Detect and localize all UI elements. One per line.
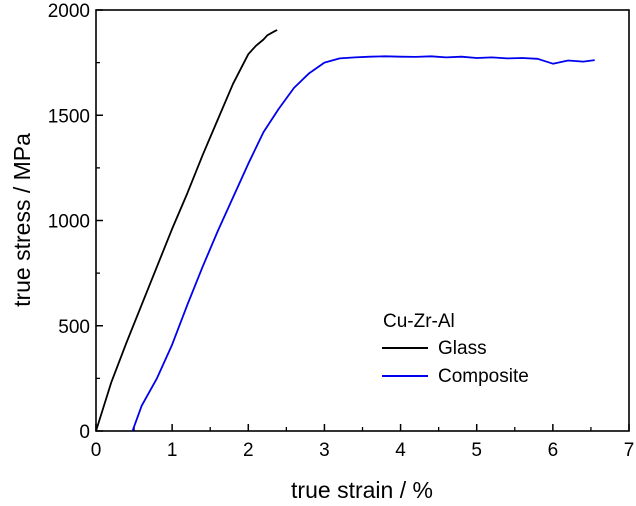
y-tick-label: 1500 (48, 106, 90, 127)
x-tick-label: 3 (319, 440, 330, 461)
x-tick-label: 2 (243, 440, 254, 461)
series-line-glass (95, 29, 278, 432)
x-tick-label: 1 (167, 440, 178, 461)
legend-label-glass: Glass (438, 338, 487, 359)
y-axis-title: true stress / MPa (9, 133, 35, 307)
legend: Cu-Zr-Al Glass Composite (382, 311, 529, 387)
legend-label-composite: Composite (438, 366, 529, 387)
x-axis-title: true strain / % (291, 477, 433, 503)
series-line-composite (131, 55, 595, 432)
axis-ticks (95, 9, 630, 432)
y-tick-label: 2000 (48, 1, 90, 22)
x-tick-label: 0 (91, 440, 102, 461)
axis-tick-labels: 0 1 2 3 4 5 6 7 0 500 1000 1500 2000 (48, 1, 635, 461)
y-tick-label: 1000 (48, 212, 90, 233)
x-tick-label: 5 (471, 440, 482, 461)
series-layer (95, 29, 595, 432)
x-tick-label: 7 (624, 440, 635, 461)
x-tick-label: 6 (548, 440, 559, 461)
legend-title: Cu-Zr-Al (383, 311, 455, 332)
y-tick-label: 500 (58, 317, 90, 338)
x-tick-label: 4 (395, 440, 406, 461)
y-tick-label: 0 (79, 422, 90, 443)
